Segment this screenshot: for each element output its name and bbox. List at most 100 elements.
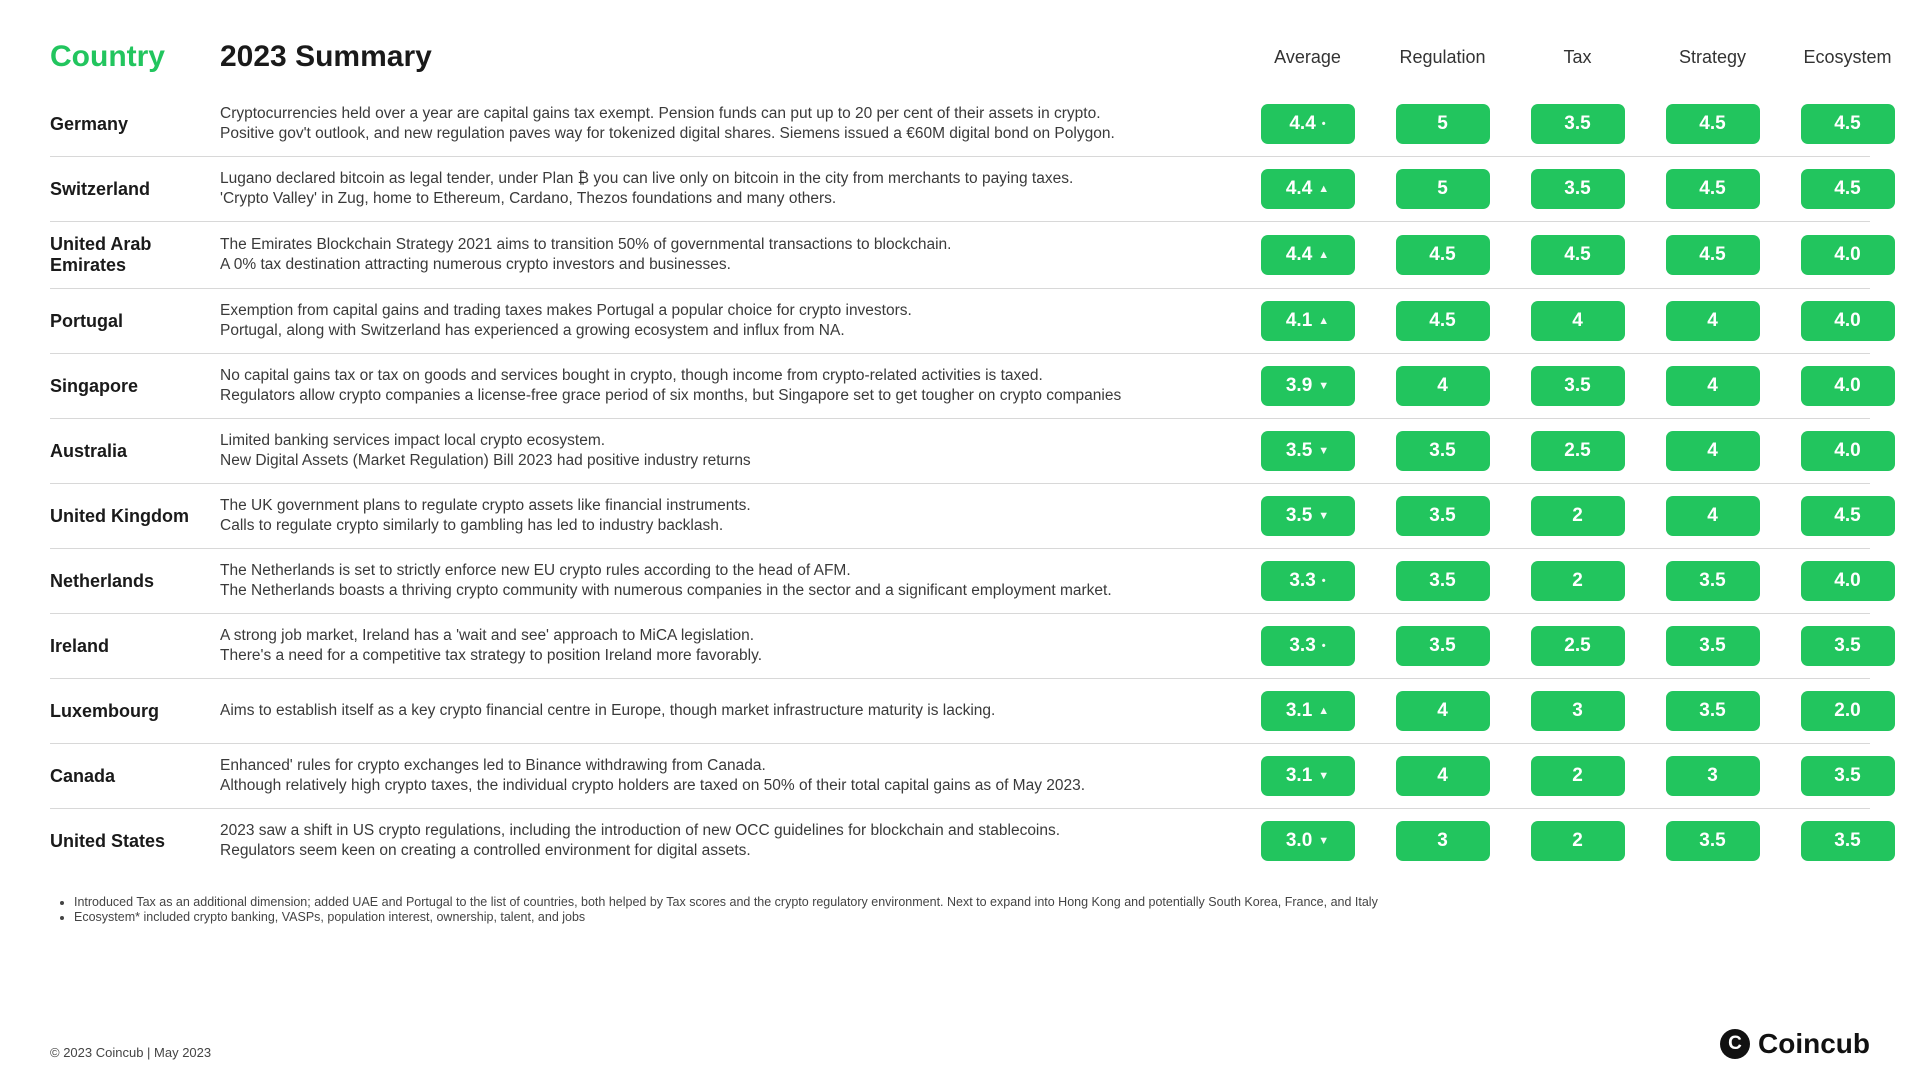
trend-down-icon: ▼: [1318, 381, 1329, 392]
country-name: Canada: [50, 766, 220, 787]
summary-text: Lugano declared bitcoin as legal tender,…: [220, 169, 1240, 209]
score-average: 3.5▼: [1261, 431, 1355, 471]
score-regulation: 3: [1396, 821, 1490, 861]
score-strategy: 3: [1666, 756, 1760, 796]
trend-down-icon: ▼: [1318, 771, 1329, 782]
score-regulation: 4: [1396, 366, 1490, 406]
table-row: GermanyCryptocurrencies held over a year…: [50, 92, 1870, 156]
score-average: 3.0▼: [1261, 821, 1355, 861]
country-name: Germany: [50, 114, 220, 135]
summary-text: No capital gains tax or tax on goods and…: [220, 366, 1240, 406]
table-row: United KingdomThe UK government plans to…: [50, 483, 1870, 548]
score-ecosystem: 3.5: [1801, 821, 1895, 861]
logo-mark-icon: C: [1720, 1029, 1750, 1059]
country-name: Netherlands: [50, 571, 220, 592]
score-average: 4.1▲: [1261, 301, 1355, 341]
footnotes: Introduced Tax as an additional dimensio…: [50, 895, 1870, 925]
trend-flat-icon: •: [1322, 641, 1326, 652]
score-ecosystem: 4.0: [1801, 235, 1895, 275]
country-name: Australia: [50, 441, 220, 462]
country-name: Switzerland: [50, 179, 220, 200]
country-header: Country: [50, 40, 220, 74]
score-tax: 2: [1531, 821, 1625, 861]
table-header-row: Country 2023 Summary Average Regulation …: [50, 40, 1870, 74]
score-strategy: 3.5: [1666, 821, 1760, 861]
summary-text: The UK government plans to regulate cryp…: [220, 496, 1240, 536]
table-row: PortugalExemption from capital gains and…: [50, 288, 1870, 353]
table-row: CanadaEnhanced' rules for crypto exchang…: [50, 743, 1870, 808]
score-regulation: 4.5: [1396, 301, 1490, 341]
score-strategy: 4: [1666, 496, 1760, 536]
score-tax: 2: [1531, 756, 1625, 796]
score-regulation: 3.5: [1396, 561, 1490, 601]
country-name: United Kingdom: [50, 506, 220, 527]
score-average: 3.5▼: [1261, 496, 1355, 536]
country-name: Ireland: [50, 636, 220, 657]
score-tax: 2.5: [1531, 626, 1625, 666]
score-strategy: 3.5: [1666, 691, 1760, 731]
score-regulation: 5: [1396, 104, 1490, 144]
score-strategy: 4.5: [1666, 235, 1760, 275]
score-average: 3.3•: [1261, 561, 1355, 601]
score-tax: 3.5: [1531, 169, 1625, 209]
col-header-ecosystem: Ecosystem: [1780, 47, 1915, 68]
trend-up-icon: ▲: [1318, 706, 1329, 717]
country-name: Luxembourg: [50, 701, 220, 722]
table-row: SwitzerlandLugano declared bitcoin as le…: [50, 156, 1870, 221]
score-ecosystem: 4.0: [1801, 431, 1895, 471]
footnote-item: Ecosystem* included crypto banking, VASP…: [74, 910, 1870, 925]
score-strategy: 4.5: [1666, 104, 1760, 144]
score-tax: 3.5: [1531, 366, 1625, 406]
score-tax: 2: [1531, 496, 1625, 536]
score-regulation: 3.5: [1396, 496, 1490, 536]
score-average: 3.1▼: [1261, 756, 1355, 796]
copyright: © 2023 Coincub | May 2023: [50, 1045, 211, 1060]
score-tax: 4: [1531, 301, 1625, 341]
trend-down-icon: ▼: [1318, 836, 1329, 847]
trend-flat-icon: •: [1322, 576, 1326, 587]
country-name: Portugal: [50, 311, 220, 332]
score-regulation: 3.5: [1396, 431, 1490, 471]
summary-text: 2023 saw a shift in US crypto regulation…: [220, 821, 1240, 861]
score-average: 4.4▲: [1261, 235, 1355, 275]
table-row: United Arab EmiratesThe Emirates Blockch…: [50, 221, 1870, 288]
score-tax: 2: [1531, 561, 1625, 601]
score-ecosystem: 2.0: [1801, 691, 1895, 731]
trend-flat-icon: •: [1322, 119, 1326, 130]
score-strategy: 3.5: [1666, 626, 1760, 666]
summary-text: Enhanced' rules for crypto exchanges led…: [220, 756, 1240, 796]
score-average: 3.1▲: [1261, 691, 1355, 731]
score-ecosystem: 4.5: [1801, 169, 1895, 209]
score-ecosystem: 3.5: [1801, 756, 1895, 796]
table-row: United States2023 saw a shift in US cryp…: [50, 808, 1870, 873]
table-row: IrelandA strong job market, Ireland has …: [50, 613, 1870, 678]
score-average: 3.9▼: [1261, 366, 1355, 406]
score-strategy: 4.5: [1666, 169, 1760, 209]
summary-text: The Netherlands is set to strictly enfor…: [220, 561, 1240, 601]
col-header-strategy: Strategy: [1645, 47, 1780, 68]
score-strategy: 4: [1666, 431, 1760, 471]
trend-down-icon: ▼: [1318, 446, 1329, 457]
score-regulation: 4.5: [1396, 235, 1490, 275]
score-tax: 2.5: [1531, 431, 1625, 471]
summary-text: Limited banking services impact local cr…: [220, 431, 1240, 471]
score-ecosystem: 3.5: [1801, 626, 1895, 666]
score-regulation: 4: [1396, 691, 1490, 731]
score-tax: 3: [1531, 691, 1625, 731]
col-header-tax: Tax: [1510, 47, 1645, 68]
brand-logo: C Coincub: [1720, 1028, 1870, 1060]
score-strategy: 4: [1666, 301, 1760, 341]
country-name: United Arab Emirates: [50, 234, 220, 276]
score-ecosystem: 4.0: [1801, 366, 1895, 406]
score-ecosystem: 4.0: [1801, 561, 1895, 601]
table-row: NetherlandsThe Netherlands is set to str…: [50, 548, 1870, 613]
col-header-average: Average: [1240, 47, 1375, 68]
summary-text: Aims to establish itself as a key crypto…: [220, 701, 1240, 721]
summary-text: Cryptocurrencies held over a year are ca…: [220, 104, 1240, 144]
table-row: AustraliaLimited banking services impact…: [50, 418, 1870, 483]
footnote-item: Introduced Tax as an additional dimensio…: [74, 895, 1870, 910]
score-ecosystem: 4.5: [1801, 496, 1895, 536]
summary-text: The Emirates Blockchain Strategy 2021 ai…: [220, 235, 1240, 275]
score-regulation: 3.5: [1396, 626, 1490, 666]
country-name: United States: [50, 831, 220, 852]
